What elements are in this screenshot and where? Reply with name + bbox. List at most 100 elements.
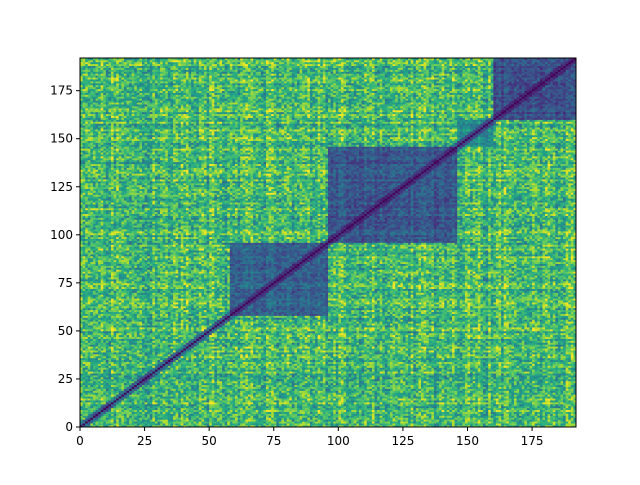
heatmap-cell (406, 423, 409, 425)
heatmap-cell (232, 423, 235, 425)
heatmap-cell (509, 423, 512, 425)
heatmap-cell (85, 423, 88, 425)
heatmap-cell (181, 423, 184, 425)
heatmap-cell (207, 423, 210, 425)
heatmap-cell (201, 423, 204, 425)
heatmap-cell (333, 423, 336, 425)
heatmap-cell (344, 423, 347, 425)
heatmap-cell (310, 423, 313, 425)
heatmap-cell (338, 423, 341, 425)
heatmap-cell (506, 423, 509, 425)
heatmap-cell (282, 423, 285, 425)
heatmap-cell (199, 423, 202, 425)
heatmap-cell (429, 423, 432, 425)
heatmap-cell (240, 423, 243, 425)
heatmap-cell (486, 423, 489, 425)
heatmap-cell (457, 423, 460, 425)
heatmap-cell (132, 412, 135, 414)
heatmap-cell (478, 423, 481, 425)
heatmap-cell (359, 423, 362, 425)
heatmap-cell (426, 423, 429, 425)
heatmap-cell (103, 423, 106, 425)
heatmap-cell (336, 423, 339, 425)
heatmap-cell (256, 423, 259, 425)
heatmap-cell (444, 423, 447, 425)
heatmap-cell (183, 423, 186, 425)
heatmap-cell (251, 423, 254, 425)
heatmap-cell (354, 423, 357, 425)
heatmap-cell (186, 423, 189, 425)
heatmap-cell (571, 423, 574, 425)
heatmap-cell (85, 412, 88, 414)
heatmap-cell (558, 423, 561, 425)
heatmap-cell (555, 423, 558, 425)
heatmap-cell (540, 423, 543, 425)
heatmap-cell (261, 423, 264, 425)
heatmap-cell (499, 423, 502, 425)
heatmap-cell (452, 423, 455, 425)
heatmap-cell (98, 412, 101, 414)
heatmap-cell (96, 412, 99, 414)
heatmap-cell (106, 423, 109, 425)
heatmap-cell (563, 423, 566, 425)
heatmap-cell (473, 423, 476, 425)
heatmap-cell (313, 423, 316, 425)
heatmap-cell (300, 423, 303, 425)
heatmap-cell (480, 423, 483, 425)
heatmap-cell (395, 423, 398, 425)
heatmap-cell (501, 423, 504, 425)
heatmap-cell (318, 423, 321, 425)
heatmap-cell (566, 423, 569, 425)
heatmap-cell (119, 423, 122, 425)
heatmap-cell (545, 423, 548, 425)
heatmap-cells (80, 58, 576, 427)
heatmap-cell (147, 423, 150, 425)
heatmap-cell (152, 423, 155, 425)
heatmap-cell (548, 423, 551, 425)
heatmap-cell (269, 423, 272, 425)
heatmap-cell (274, 423, 277, 425)
heatmap-cell (222, 423, 225, 425)
heatmap-cell (493, 423, 496, 425)
heatmap-cell (408, 423, 411, 425)
heatmap-cell (220, 423, 223, 425)
heatmap-cell (90, 423, 93, 425)
heatmap-cell (320, 423, 323, 425)
heatmap-cell (165, 423, 168, 425)
heatmap-cell (382, 423, 385, 425)
heatmap-cell (225, 423, 228, 425)
heatmap-cell (331, 423, 334, 425)
heatmap-cell (147, 412, 150, 414)
heatmap-cell (111, 412, 114, 414)
heatmap-cell (134, 412, 137, 414)
heatmap-cell (271, 423, 274, 425)
heatmap-cell (393, 423, 396, 425)
heatmap-cell (514, 423, 517, 425)
heatmap-cell (121, 423, 124, 425)
heatmap-cell (170, 423, 173, 425)
heatmap-cell (524, 423, 527, 425)
heatmap-cell (519, 423, 522, 425)
heatmap-cell (411, 423, 414, 425)
heatmap-cell (421, 423, 424, 425)
heatmap-cell (93, 412, 96, 414)
heatmap-cell (550, 423, 553, 425)
heatmap-cell (289, 423, 292, 425)
heatmap-cell (535, 423, 538, 425)
heatmap-cell (150, 423, 153, 425)
heatmap-cell (217, 423, 220, 425)
heatmap-cell (305, 423, 308, 425)
heatmap-cell (385, 423, 388, 425)
heatmap-cell (297, 423, 300, 425)
heatmap-cell (98, 423, 101, 425)
heatmap-cell (442, 423, 445, 425)
heatmap-cell (137, 423, 140, 425)
heatmap-cell (568, 423, 571, 425)
heatmap-cell (302, 423, 305, 425)
heatmap-cell (372, 423, 375, 425)
heatmap-cell (542, 423, 545, 425)
heatmap-cell (96, 423, 99, 425)
heatmap-cell (292, 423, 295, 425)
heatmap-cell (101, 412, 104, 414)
heatmap-cell (537, 423, 540, 425)
